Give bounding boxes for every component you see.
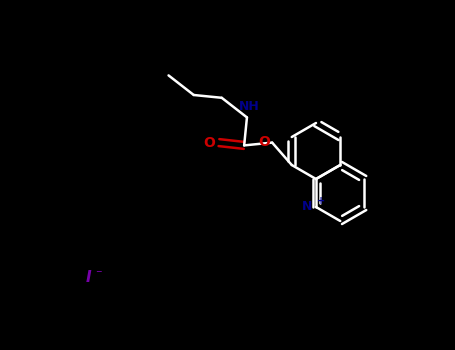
Text: +: + xyxy=(317,196,325,206)
Text: O: O xyxy=(258,135,270,149)
Text: I: I xyxy=(85,271,91,286)
Text: O: O xyxy=(203,135,215,149)
Text: N: N xyxy=(302,201,312,214)
Text: ⁻: ⁻ xyxy=(95,268,101,281)
Text: NH: NH xyxy=(238,100,259,113)
